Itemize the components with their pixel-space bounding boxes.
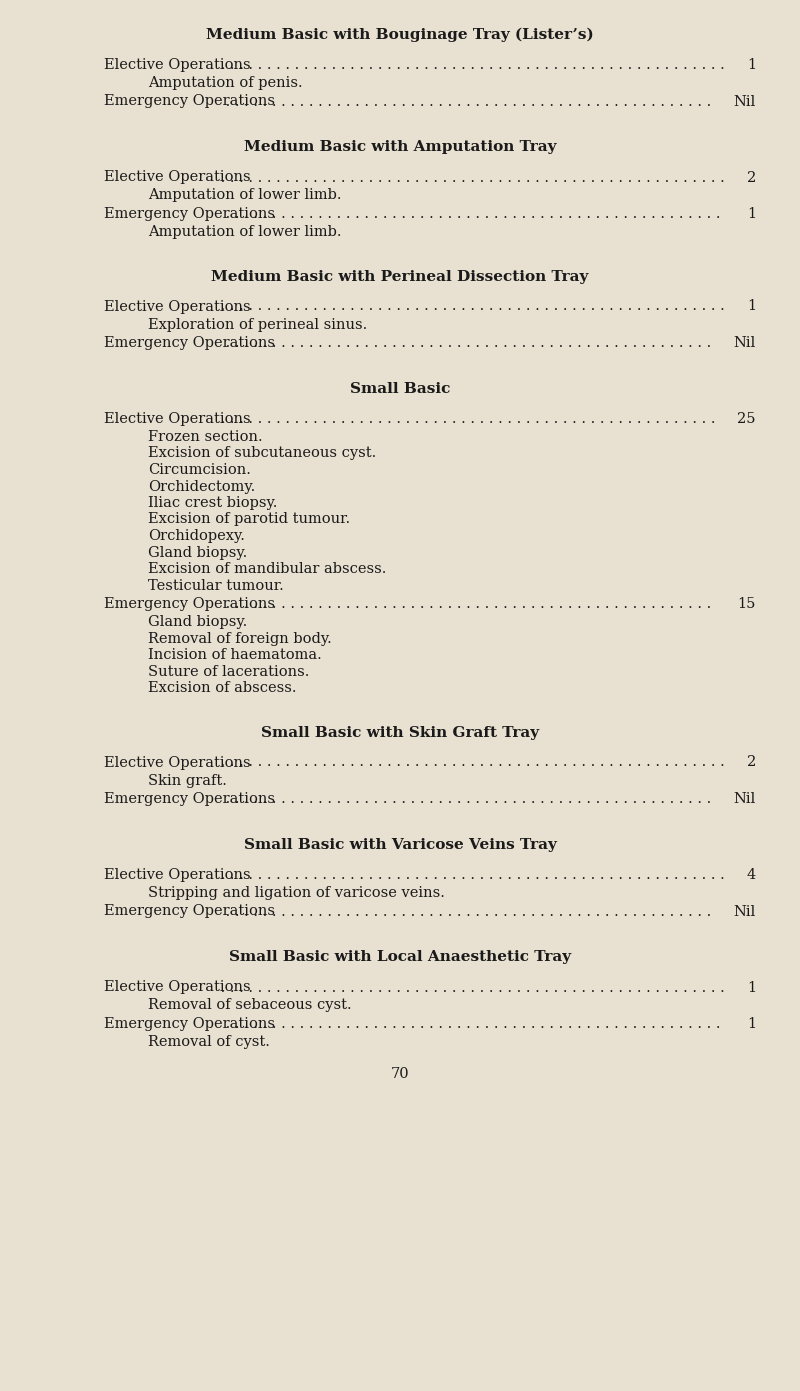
Text: Orchidectomy.: Orchidectomy.	[148, 480, 255, 494]
Text: Amputation of lower limb.: Amputation of lower limb.	[148, 225, 342, 239]
Text: 2: 2	[746, 755, 756, 769]
Text: . . . . . . . . . . . . . . . . . . . . . . . . . . . . . . . . . . . . . . . . : . . . . . . . . . . . . . . . . . . . . …	[221, 337, 711, 351]
Text: Nil: Nil	[734, 904, 756, 918]
Text: Elective Operations: Elective Operations	[104, 755, 250, 769]
Text: . . . . . . . . . . . . . . . . . . . . . . . . . . . . . . . . . . . . . . . . : . . . . . . . . . . . . . . . . . . . . …	[216, 868, 725, 882]
Text: Emergency Operations: Emergency Operations	[104, 1017, 275, 1031]
Text: Nil: Nil	[734, 95, 756, 108]
Text: . . . . . . . . . . . . . . . . . . . . . . . . . . . . . . . . . . . . . . . . : . . . . . . . . . . . . . . . . . . . . …	[216, 412, 715, 426]
Text: Medium Basic with Bouginage Tray (Lister’s): Medium Basic with Bouginage Tray (Lister…	[206, 28, 594, 42]
Text: . . . . . . . . . . . . . . . . . . . . . . . . . . . . . . . . . . . . . . . . : . . . . . . . . . . . . . . . . . . . . …	[216, 755, 725, 769]
Text: 25: 25	[738, 412, 756, 426]
Text: 15: 15	[738, 597, 756, 611]
Text: . . . . . . . . . . . . . . . . . . . . . . . . . . . . . . . . . . . . . . . . : . . . . . . . . . . . . . . . . . . . . …	[221, 597, 711, 611]
Text: . . . . . . . . . . . . . . . . . . . . . . . . . . . . . . . . . . . . . . . . : . . . . . . . . . . . . . . . . . . . . …	[221, 904, 711, 918]
Text: . . . . . . . . . . . . . . . . . . . . . . . . . . . . . . . . . . . . . . . . : . . . . . . . . . . . . . . . . . . . . …	[216, 299, 725, 313]
Text: 1: 1	[747, 981, 756, 995]
Text: . . . . . . . . . . . . . . . . . . . . . . . . . . . . . . . . . . . . . . . . : . . . . . . . . . . . . . . . . . . . . …	[221, 207, 721, 221]
Text: Circumcision.: Circumcision.	[148, 463, 251, 477]
Text: Small Basic with Varicose Veins Tray: Small Basic with Varicose Veins Tray	[243, 837, 557, 853]
Text: Elective Operations: Elective Operations	[104, 58, 250, 72]
Text: Nil: Nil	[734, 791, 756, 805]
Text: Nil: Nil	[734, 337, 756, 351]
Text: . . . . . . . . . . . . . . . . . . . . . . . . . . . . . . . . . . . . . . . . : . . . . . . . . . . . . . . . . . . . . …	[216, 171, 725, 185]
Text: Removal of sebaceous cyst.: Removal of sebaceous cyst.	[148, 999, 352, 1013]
Text: Excision of subcutaneous cyst.: Excision of subcutaneous cyst.	[148, 447, 376, 460]
Text: 1: 1	[747, 58, 756, 72]
Text: Elective Operations: Elective Operations	[104, 171, 250, 185]
Text: Removal of foreign body.: Removal of foreign body.	[148, 632, 332, 645]
Text: Removal of cyst.: Removal of cyst.	[148, 1035, 270, 1049]
Text: Elective Operations: Elective Operations	[104, 412, 250, 426]
Text: Emergency Operations: Emergency Operations	[104, 904, 275, 918]
Text: Suture of lacerations.: Suture of lacerations.	[148, 665, 310, 679]
Text: Amputation of penis.: Amputation of penis.	[148, 77, 302, 90]
Text: Amputation of lower limb.: Amputation of lower limb.	[148, 189, 342, 203]
Text: Orchidopexy.: Orchidopexy.	[148, 529, 245, 542]
Text: 1: 1	[747, 207, 756, 221]
Text: Small Basic: Small Basic	[350, 383, 450, 396]
Text: Skin graft.: Skin graft.	[148, 773, 227, 787]
Text: 1: 1	[747, 299, 756, 313]
Text: Emergency Operations: Emergency Operations	[104, 337, 275, 351]
Text: Emergency Operations: Emergency Operations	[104, 791, 275, 805]
Text: . . . . . . . . . . . . . . . . . . . . . . . . . . . . . . . . . . . . . . . . : . . . . . . . . . . . . . . . . . . . . …	[221, 1017, 721, 1031]
Text: Emergency Operations: Emergency Operations	[104, 597, 275, 611]
Text: Excision of mandibular abscess.: Excision of mandibular abscess.	[148, 562, 386, 576]
Text: Emergency Operations: Emergency Operations	[104, 207, 275, 221]
Text: Gland biopsy.: Gland biopsy.	[148, 615, 247, 629]
Text: . . . . . . . . . . . . . . . . . . . . . . . . . . . . . . . . . . . . . . . . : . . . . . . . . . . . . . . . . . . . . …	[221, 791, 711, 805]
Text: . . . . . . . . . . . . . . . . . . . . . . . . . . . . . . . . . . . . . . . . : . . . . . . . . . . . . . . . . . . . . …	[221, 95, 711, 108]
Text: Excision of parotid tumour.: Excision of parotid tumour.	[148, 512, 350, 527]
Text: 2: 2	[746, 171, 756, 185]
Text: . . . . . . . . . . . . . . . . . . . . . . . . . . . . . . . . . . . . . . . . : . . . . . . . . . . . . . . . . . . . . …	[216, 58, 725, 72]
Text: Medium Basic with Amputation Tray: Medium Basic with Amputation Tray	[244, 140, 556, 154]
Text: Gland biopsy.: Gland biopsy.	[148, 545, 247, 559]
Text: 4: 4	[746, 868, 756, 882]
Text: Exploration of perineal sinus.: Exploration of perineal sinus.	[148, 317, 367, 331]
Text: . . . . . . . . . . . . . . . . . . . . . . . . . . . . . . . . . . . . . . . . : . . . . . . . . . . . . . . . . . . . . …	[216, 981, 725, 995]
Text: Small Basic with Skin Graft Tray: Small Basic with Skin Graft Tray	[261, 726, 539, 740]
Text: Small Basic with Local Anaesthetic Tray: Small Basic with Local Anaesthetic Tray	[229, 950, 571, 964]
Text: Incision of haematoma.: Incision of haematoma.	[148, 648, 322, 662]
Text: 1: 1	[747, 1017, 756, 1031]
Text: Testicular tumour.: Testicular tumour.	[148, 579, 284, 593]
Text: Emergency Operations: Emergency Operations	[104, 95, 275, 108]
Text: Iliac crest biopsy.: Iliac crest biopsy.	[148, 497, 278, 510]
Text: Frozen section.: Frozen section.	[148, 430, 262, 444]
Text: Elective Operations: Elective Operations	[104, 299, 250, 313]
Text: Elective Operations: Elective Operations	[104, 981, 250, 995]
Text: Stripping and ligation of varicose veins.: Stripping and ligation of varicose veins…	[148, 886, 445, 900]
Text: Excision of abscess.: Excision of abscess.	[148, 682, 297, 696]
Text: 70: 70	[390, 1067, 410, 1081]
Text: Medium Basic with Perineal Dissection Tray: Medium Basic with Perineal Dissection Tr…	[211, 270, 589, 284]
Text: Elective Operations: Elective Operations	[104, 868, 250, 882]
